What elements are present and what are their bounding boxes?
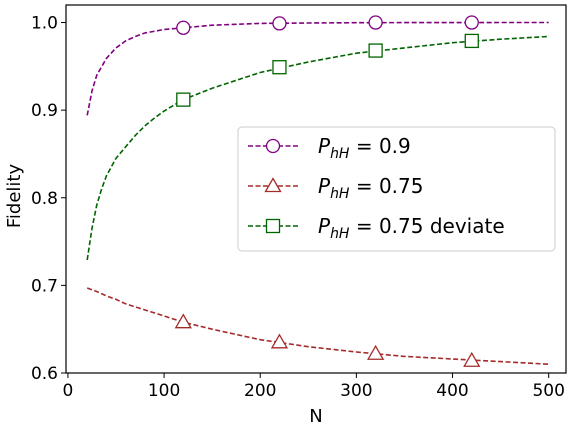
x-tick-label: 300 (340, 381, 372, 401)
y-tick-label: 1.0 (31, 14, 58, 34)
legend-marker-p075 (264, 177, 282, 193)
legend-label-value: = 0.75 (349, 174, 423, 198)
legend-box (237, 126, 556, 252)
x-tick-label: 200 (244, 381, 276, 401)
data-point-p075 (463, 351, 481, 367)
x-tick-label: 100 (148, 381, 180, 401)
legend-marker-p075dev (265, 218, 281, 234)
series-line-p09 (86, 21, 549, 116)
series-line-p075dev (86, 35, 549, 261)
legend-label-p075dev: PhH = 0.75 deviate (318, 214, 505, 242)
y-tick-label: 0.9 (31, 101, 58, 121)
data-point-p075 (174, 313, 192, 329)
x-tick-label: 500 (532, 381, 564, 401)
legend-marker-p09 (265, 138, 281, 154)
y-tick-label: 0.8 (31, 189, 58, 209)
legend-label-sub: hH (330, 186, 350, 202)
data-point-p075 (366, 344, 385, 360)
plot-frame (65, 4, 567, 374)
data-point-p075 (270, 333, 289, 349)
y-tick-label: 0.6 (31, 364, 58, 384)
legend-label-var: P (318, 174, 331, 198)
legend-label-value: = 0.9 (349, 134, 410, 158)
legend-label-sub: hH (330, 146, 350, 162)
data-point-p09 (272, 16, 287, 31)
x-tick-label: 400 (436, 381, 468, 401)
y-axis: 0.6 0.7 0.8 0.9 1.0 (31, 14, 66, 384)
data-point-p09 (464, 15, 479, 30)
x-axis-label: N (309, 406, 322, 426)
x-axis: 0 100 200 300 400 500 (63, 373, 565, 401)
plot-lines (86, 21, 549, 365)
legend-label-value: = 0.75 deviate (349, 214, 504, 238)
data-point-p075dev (272, 60, 287, 75)
legend-label-p09: PhH = 0.9 (318, 134, 411, 162)
legend-label-var: P (318, 214, 331, 238)
legend-label-var: P (318, 134, 331, 158)
data-point-p09 (368, 15, 383, 30)
y-axis-label: Fidelity (4, 164, 25, 229)
data-point-p09 (176, 20, 191, 35)
legend-label-sub: hH (330, 226, 350, 242)
data-point-p075dev (464, 33, 479, 49)
data-point-p075dev (368, 43, 383, 58)
series-line-p075 (86, 287, 549, 365)
y-tick-label: 0.7 (31, 276, 58, 296)
data-point-p075dev (176, 92, 191, 107)
plot-markers (174, 15, 481, 367)
x-tick-label: 0 (63, 381, 74, 401)
legend-label-p075: PhH = 0.75 (318, 174, 423, 202)
